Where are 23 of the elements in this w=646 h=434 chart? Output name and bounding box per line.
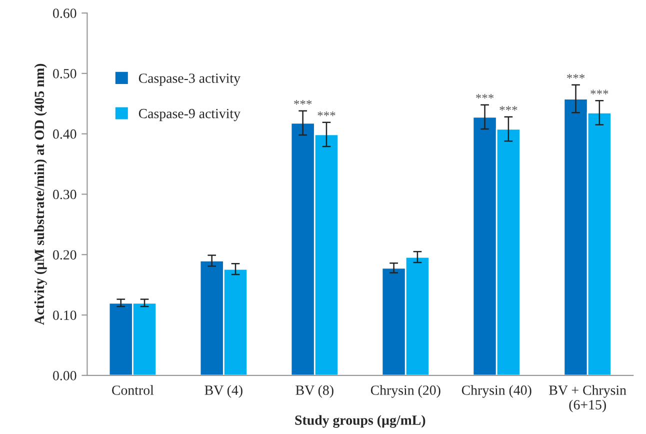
- y-tick-label: 0.60: [53, 8, 76, 18]
- annotation: ***: [318, 111, 336, 116]
- x-tick-label: Chrysin (20): [370, 385, 440, 398]
- y-tick-label: 0.30: [53, 190, 76, 200]
- annotation: ***: [476, 94, 494, 99]
- x-axis-title: Study groups (µg/mL): [295, 415, 426, 428]
- x-tick-label: Chrysin (40): [462, 385, 532, 398]
- x-tick-label: Control: [112, 385, 154, 395]
- x-tick-label: BV + Chrysin (6+15): [549, 385, 626, 412]
- y-tick-label: 0.00: [53, 370, 76, 380]
- y-axis-title: Activity (µM substrate/min) at OD (405 nm): [34, 64, 47, 325]
- y-tick-label: 0.10: [53, 310, 76, 320]
- legend-label: Caspase-3 activity: [138, 74, 240, 86]
- annotation: ***: [567, 74, 585, 79]
- x-tick-label: BV (8): [296, 385, 334, 398]
- x-tick-label: BV (4): [204, 385, 242, 398]
- y-tick-label: 0.40: [53, 129, 76, 139]
- y-tick-label: 0.20: [53, 250, 76, 260]
- annotation: ***: [590, 90, 608, 94]
- legend-label: Caspase-9 activity: [138, 108, 240, 122]
- y-tick-label: 0.50: [53, 69, 76, 78]
- annotation: ***: [500, 106, 518, 111]
- annotation: ***: [294, 100, 312, 105]
